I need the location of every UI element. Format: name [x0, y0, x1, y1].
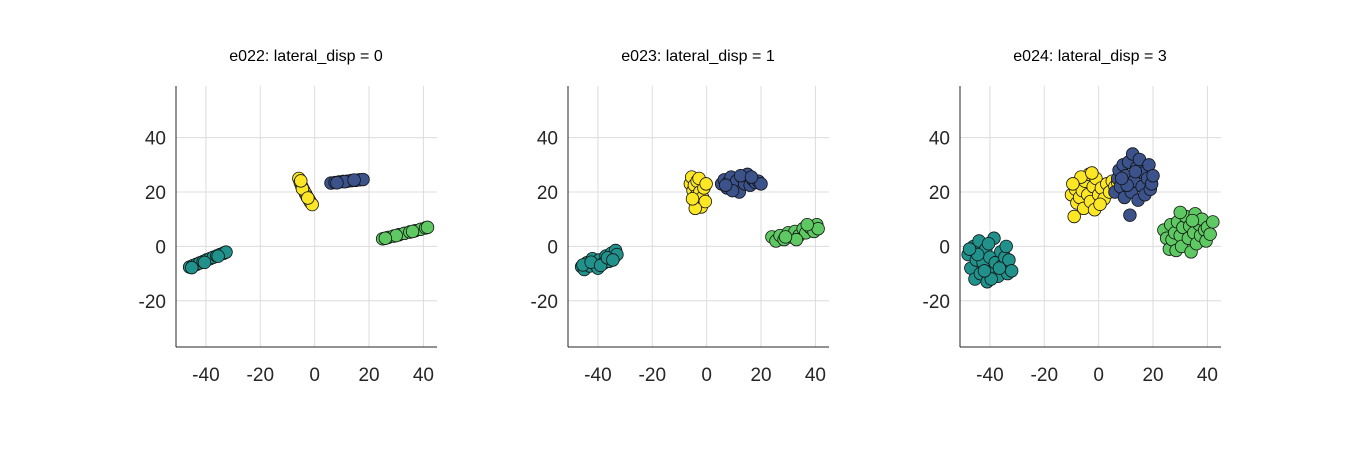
- data-point: [330, 176, 344, 190]
- x-tick-label: 40: [413, 365, 434, 386]
- data-point: [420, 220, 435, 235]
- data-point: [699, 177, 713, 191]
- y-tick-label: 0: [939, 237, 950, 258]
- x-tick-label: -40: [192, 365, 219, 386]
- data-point: [1067, 209, 1081, 224]
- data-point: [1206, 215, 1220, 229]
- data-point: [1146, 169, 1160, 183]
- y-tick-label: -20: [531, 292, 558, 313]
- y-tick-label: 20: [929, 183, 950, 204]
- data-point: [744, 170, 759, 184]
- data-point: [778, 230, 793, 244]
- data-point: [378, 231, 393, 245]
- data-point: [1093, 197, 1107, 211]
- data-point: [1085, 166, 1099, 180]
- data-point: [197, 255, 212, 270]
- cluster-3: [765, 217, 825, 248]
- y-tick-label: 20: [145, 183, 166, 204]
- cluster-0: [961, 231, 1019, 289]
- cluster-3: [1157, 205, 1220, 259]
- cluster-1: [292, 171, 319, 212]
- data-point: [1203, 227, 1217, 241]
- y-tick-label: 0: [547, 237, 558, 258]
- cluster-1: [683, 170, 713, 216]
- x-tick-label: -20: [1031, 365, 1058, 386]
- y-tick-label: 20: [537, 183, 558, 204]
- x-tick-label: -20: [639, 365, 666, 386]
- x-tick-label: 20: [358, 365, 379, 386]
- x-tick-label: 40: [805, 365, 826, 386]
- x-tick-label: -20: [247, 365, 274, 386]
- data-point: [999, 239, 1013, 254]
- data-point: [294, 174, 308, 188]
- data-point: [977, 264, 992, 278]
- x-tick-label: 0: [309, 365, 320, 386]
- data-point: [962, 242, 977, 256]
- subplot-e024: e024: lateral_disp = 3 -40 -20 0 20 40 -20 0 20…: [923, 48, 1221, 386]
- data-point: [1173, 205, 1187, 220]
- y-tick-label: 40: [929, 129, 950, 150]
- y-tick-label: 0: [155, 237, 166, 258]
- cluster-0: [182, 245, 233, 275]
- x-tick-label: -40: [584, 365, 611, 386]
- data-point: [1128, 164, 1143, 179]
- data-point: [800, 217, 814, 232]
- cluster-0: [574, 243, 624, 277]
- subplot-title: e022: lateral_disp = 0: [229, 48, 383, 65]
- data-point: [211, 249, 225, 263]
- data-point: [606, 253, 620, 267]
- x-tick-label: 20: [750, 365, 771, 386]
- data-point: [1066, 177, 1080, 191]
- data-point: [185, 260, 199, 275]
- cluster-3: [375, 220, 435, 246]
- data-point: [754, 177, 768, 191]
- data-point: [405, 224, 420, 239]
- x-tick-label: -40: [976, 365, 1003, 386]
- x-tick-label: 0: [701, 365, 712, 386]
- data-point: [1123, 208, 1137, 222]
- y-tick-label: -20: [923, 292, 950, 313]
- data-point: [981, 236, 996, 251]
- y-tick-label: 40: [145, 129, 166, 150]
- data-point: [685, 192, 700, 206]
- x-tick-label: 20: [1142, 365, 1163, 386]
- cluster-2: [1108, 147, 1160, 222]
- data-point: [1115, 171, 1129, 186]
- y-tick-label: 40: [537, 129, 558, 150]
- subplot-title: e024: lateral_disp = 3: [1013, 48, 1167, 65]
- data-point: [301, 191, 315, 205]
- subplot-e022: e022: lateral_disp = 0 -40 -20 0 20 40 -20 0 20…: [139, 48, 437, 386]
- x-tick-label: 40: [1197, 365, 1218, 386]
- subplot-e023: e023: lateral_disp = 1 -40 -20 0 20 40 -20 0 20…: [531, 48, 829, 386]
- data-point: [347, 173, 361, 187]
- cluster-2: [324, 172, 370, 190]
- data-point: [698, 194, 712, 209]
- data-point: [992, 261, 1007, 275]
- y-tick-label: -20: [139, 292, 166, 313]
- data-point: [1004, 264, 1019, 278]
- data-point: [1185, 213, 1200, 228]
- x-tick-label: 0: [1093, 365, 1104, 386]
- cluster-2: [714, 167, 768, 199]
- data-point: [718, 178, 733, 192]
- subplot-title: e023: lateral_disp = 1: [621, 48, 775, 65]
